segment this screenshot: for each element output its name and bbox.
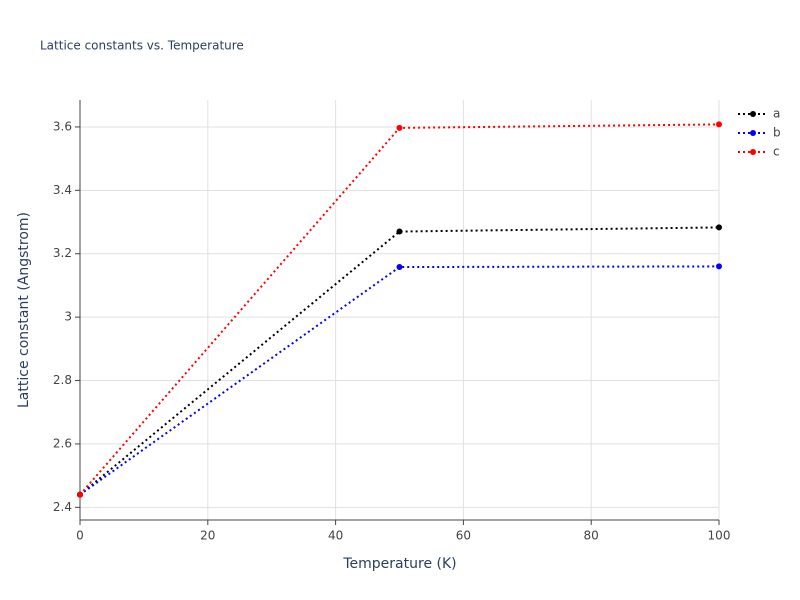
legend-label: b	[773, 126, 781, 140]
y-tick-label: 2.6	[53, 436, 72, 450]
series-line	[79, 123, 720, 496]
point	[396, 124, 403, 131]
point	[77, 491, 83, 498]
legend-label: a	[773, 107, 780, 121]
legend-marker	[750, 149, 756, 155]
point	[396, 264, 403, 271]
y-tick-label: 3.4	[53, 183, 72, 197]
y-tick-label: 3	[64, 310, 72, 324]
point	[716, 263, 722, 270]
x-tick-label: 80	[584, 529, 599, 543]
x-tick-label: 40	[328, 529, 343, 543]
series-line	[79, 265, 720, 496]
x-tick-label: 0	[76, 529, 84, 543]
point	[716, 224, 722, 231]
legend-marker	[750, 130, 756, 136]
x-axis-label: Temperature (K)	[342, 556, 456, 572]
series-line	[79, 226, 720, 496]
y-tick-label: 3.2	[53, 246, 72, 260]
chart-title: Lattice constants vs. Temperature	[40, 39, 244, 53]
y-tick-label: 2.8	[53, 373, 72, 387]
x-tick-label: 100	[708, 529, 731, 543]
y-axis-label: Lattice constant (Angstrom)	[16, 212, 32, 408]
legend-label: c	[773, 145, 780, 159]
legend-marker	[750, 111, 756, 117]
x-tick-label: 60	[456, 529, 471, 543]
x-tick-label: 20	[200, 529, 215, 543]
y-tick-label: 2.4	[53, 500, 72, 514]
y-tick-label: 3.6	[53, 119, 72, 133]
point	[716, 121, 722, 128]
point	[396, 228, 403, 235]
